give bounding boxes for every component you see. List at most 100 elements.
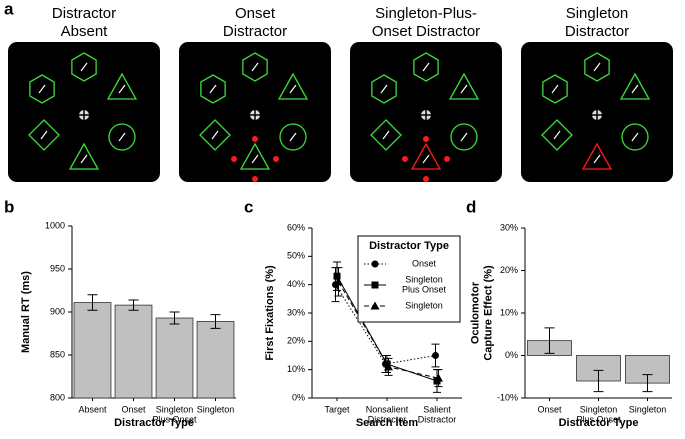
stimulus-shape xyxy=(619,72,651,100)
y-tick-label: 1000 xyxy=(45,220,65,230)
stimulus-shape xyxy=(584,52,610,82)
stimulus-shape xyxy=(581,142,613,170)
x-axis-label: Distractor Type xyxy=(114,417,194,429)
y-axis-label: Capture Effect (%) xyxy=(482,265,494,361)
panel-letter: a xyxy=(4,0,14,18)
y-tick-label: 850 xyxy=(50,349,65,359)
stimulus-line xyxy=(38,84,46,94)
error-bar xyxy=(593,369,604,393)
stimulus-line xyxy=(289,132,297,142)
onset-dot xyxy=(252,136,258,142)
error-bar xyxy=(544,327,555,354)
stimulus-title: Singleton-Plus- xyxy=(375,5,477,22)
legend-label: Plus Onset xyxy=(402,284,447,294)
panel-letter: d xyxy=(466,197,476,216)
stimulus-shape xyxy=(199,119,231,151)
stimulus-title: Singleton xyxy=(566,5,629,22)
stimulus-line xyxy=(40,130,48,140)
stimulus-line xyxy=(80,62,88,72)
fixation-cross xyxy=(421,110,431,120)
stimulus-line xyxy=(80,154,88,164)
stimulus-line xyxy=(553,130,561,140)
y-tick-label: 950 xyxy=(50,263,65,273)
stimulus-line xyxy=(380,84,388,94)
onset-dot xyxy=(252,176,258,182)
stimulus-line xyxy=(211,130,219,140)
stimulus-shape xyxy=(71,52,97,82)
x-tick-label: Plus Onset xyxy=(152,414,197,424)
x-tick-label: Salient xyxy=(423,404,451,414)
error-bar xyxy=(87,294,98,311)
stimulus-line xyxy=(118,132,126,142)
stimulus-shape xyxy=(413,52,439,82)
x-tick-label: Distractor xyxy=(368,414,407,424)
stimulus-shape xyxy=(29,74,55,104)
y-tick-label: 900 xyxy=(50,306,65,316)
stimulus-title: Absent xyxy=(61,23,109,40)
stimulus-line xyxy=(422,62,430,72)
x-tick-label: Singleton xyxy=(197,404,235,414)
stimulus-line xyxy=(631,84,639,94)
onset-dot xyxy=(273,156,279,162)
x-tick-label: Singleton xyxy=(629,404,667,414)
stimulus-line xyxy=(289,84,297,94)
stimulus-line xyxy=(382,130,390,140)
stimulus-shape xyxy=(200,74,226,104)
stimulus-line xyxy=(209,84,217,94)
bar xyxy=(155,317,194,399)
marker xyxy=(334,277,343,286)
y-tick-label: 20% xyxy=(500,265,518,275)
legend-label: Onset xyxy=(412,258,437,268)
y-tick-label: 10% xyxy=(500,307,518,317)
x-tick-label: Absent xyxy=(78,404,107,414)
stimulus-line xyxy=(422,154,430,164)
marker xyxy=(383,360,391,368)
stimulus-line xyxy=(593,62,601,72)
stimulus-shape xyxy=(448,72,480,100)
marker xyxy=(434,373,443,382)
stimulus-shape xyxy=(621,123,649,151)
stimulus-shape xyxy=(108,123,136,151)
x-tick-label: Singleton xyxy=(580,404,618,414)
x-axis-label: Distractor Type xyxy=(559,417,639,429)
stimulus-shape xyxy=(541,119,573,151)
panel-letter: c xyxy=(244,197,253,216)
stimulus-shape xyxy=(371,74,397,104)
onset-dot xyxy=(423,136,429,142)
stimulus-title: Distractor xyxy=(223,23,287,40)
y-tick-label: 0% xyxy=(505,350,518,360)
bar xyxy=(73,302,112,399)
stimulus-shape xyxy=(28,119,60,151)
stimulus-line xyxy=(593,154,601,164)
error-bar xyxy=(642,374,653,393)
legend-marker xyxy=(371,260,379,268)
stimulus-shape xyxy=(450,123,478,151)
stimulus-shape xyxy=(370,119,402,151)
error-bar xyxy=(210,314,221,329)
stimulus-shape xyxy=(279,123,307,151)
bar xyxy=(196,321,235,399)
y-tick-label: 40% xyxy=(287,279,305,289)
y-tick-label: -10% xyxy=(497,392,518,402)
stimulus-title: Distractor xyxy=(52,5,116,22)
marker xyxy=(333,272,341,280)
stimulus-line xyxy=(460,84,468,94)
x-tick-label: Onset xyxy=(537,404,562,414)
stimulus-title: Onset xyxy=(235,5,276,22)
stimulus-line xyxy=(551,84,559,94)
legend-label: Singleton xyxy=(405,274,443,284)
y-tick-label: 60% xyxy=(287,222,305,232)
stimulus-shape xyxy=(410,142,442,170)
stimulus-title: Distractor xyxy=(565,23,629,40)
panel-letter: b xyxy=(4,197,14,216)
marker xyxy=(384,362,393,371)
legend-label: Singleton xyxy=(405,300,443,310)
stimulus-title: Onset Distractor xyxy=(372,23,480,40)
onset-dot xyxy=(423,176,429,182)
stimulus-line xyxy=(118,84,126,94)
stimulus-shape xyxy=(542,74,568,104)
y-axis-label: Manual RT (ms) xyxy=(20,271,32,353)
y-axis-label: First Fixations (%) xyxy=(264,265,276,361)
fixation-cross xyxy=(592,110,602,120)
